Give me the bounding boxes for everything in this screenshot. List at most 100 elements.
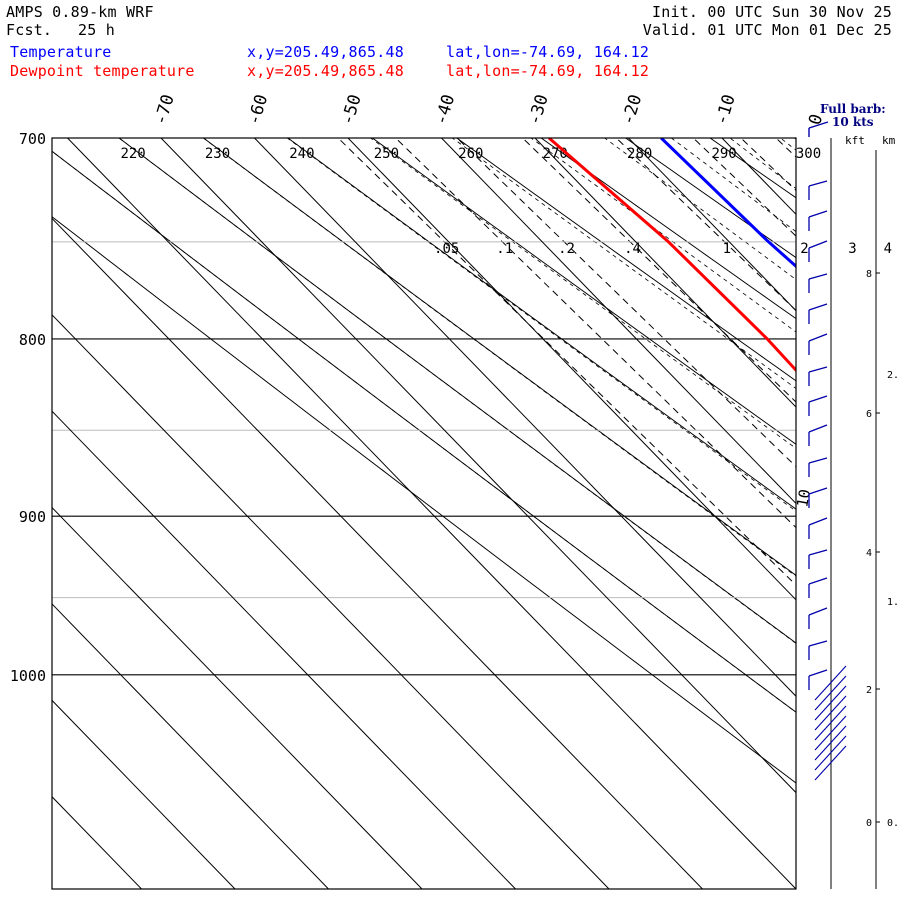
theta-e-line <box>530 138 796 333</box>
isotherm-line <box>52 699 236 889</box>
mixing-ratio-label: 2 <box>800 241 808 257</box>
theta-e-line <box>604 138 796 281</box>
theta-e-line <box>763 90 900 898</box>
wind-barb-lowlevel <box>814 695 847 731</box>
kft-axis-label: kft <box>845 134 865 147</box>
isotherm-line <box>347 138 796 601</box>
forecast-hour: 25 h <box>78 21 115 39</box>
wind-barb-lowlevel <box>814 735 847 771</box>
isotherm-line <box>52 603 329 889</box>
theta-e-line <box>52 150 796 713</box>
dry-adiabat-line <box>809 90 900 900</box>
isotherm-line <box>52 217 703 889</box>
wind-barb <box>808 577 828 598</box>
mixing-ratio-line <box>692 138 796 237</box>
isotherm-line <box>254 138 796 697</box>
mixing-ratio-label: 4 <box>884 241 892 257</box>
dry-adiabat-line <box>287 138 796 510</box>
theta-label: 240 <box>289 146 314 162</box>
isotherm-line <box>441 138 796 505</box>
dry-adiabat-line <box>709 138 796 199</box>
legend-dewpoint-latlon: lat,lon=-74.69, 164.12 <box>446 62 650 80</box>
theta-e-line <box>670 138 796 233</box>
isotherm-line <box>721 138 796 216</box>
theta-label: 280 <box>627 146 652 162</box>
mixing-ratio-line <box>521 138 796 403</box>
valid-time: Valid. 01 UTC Mon 01 Dec 25 <box>642 21 892 39</box>
wind-barb-lowlevel <box>814 745 847 781</box>
theta-e-line <box>451 138 796 389</box>
wind-barb <box>808 640 828 660</box>
theta-label: 300 <box>796 146 821 162</box>
mixing-ratio-label: 1 <box>723 241 731 257</box>
plot-frame <box>51 137 797 890</box>
temperature-tick-label: -50 <box>338 92 366 127</box>
init-time: Init. 00 UTC Sun 30 Nov 25 <box>652 3 892 21</box>
legend-temperature-label: Temperature <box>10 43 112 61</box>
mixing-ratio-label: 3 <box>848 241 856 257</box>
wind-barb <box>808 210 828 231</box>
theta-label: 250 <box>374 146 399 162</box>
wind-barb-lowlevel <box>814 665 847 701</box>
wind-barb <box>808 180 828 200</box>
model-title: AMPS 0.89-km WRF <box>6 3 154 21</box>
wind-barb <box>808 517 828 539</box>
dry-adiabat-line <box>540 138 796 320</box>
wind-barb-lowlevel <box>814 705 847 741</box>
theta-e-line <box>118 138 796 644</box>
pressure-tick-label: 800 <box>19 331 46 349</box>
pressure-tick-label: 700 <box>19 130 46 148</box>
isotherm-line <box>67 138 796 889</box>
theta-e-line <box>729 138 796 190</box>
temperature-tick-label: -60 <box>244 92 272 127</box>
mixing-ratio-line <box>337 138 796 586</box>
theta-e-line <box>369 138 796 449</box>
isotherm-line <box>160 138 796 794</box>
kft-tick-label: 2 <box>866 685 872 696</box>
mixing-ratio-label: .05 <box>434 241 459 257</box>
mixing-ratio-label: .1 <box>496 241 513 257</box>
mixing-ratio-label: .2 <box>558 241 575 257</box>
km-axis-label: km <box>882 134 896 147</box>
forecast-label: Fcst. <box>6 21 53 39</box>
dry-adiabat-line <box>455 138 796 382</box>
isotherm-line <box>534 138 796 408</box>
wind-barb <box>808 669 828 690</box>
isotherm-line <box>52 410 516 889</box>
wind-barb <box>808 240 828 262</box>
dry-adiabat-line <box>371 138 796 445</box>
mixing-ratio-label: .4 <box>624 241 641 257</box>
temperature-tick-label: -30 <box>525 92 553 127</box>
isotherm-line <box>52 506 423 889</box>
dry-adiabat-line <box>52 150 796 713</box>
legend-dewpoint-label: Dewpoint temperature <box>10 62 195 80</box>
theta-e-line <box>286 138 796 512</box>
barb-key-line1: Full barb: <box>820 102 886 116</box>
mixing-ratio-line <box>615 138 796 312</box>
temperature-tick-label: -10 <box>712 92 740 127</box>
barb-key-sample <box>808 121 829 137</box>
pressure-tick-label: 1000 <box>10 667 46 685</box>
km-tick-label: 2. <box>887 370 899 381</box>
dry-adiabat-line <box>202 138 796 576</box>
km-tick-label: 0. <box>887 818 899 829</box>
isotherm-line <box>628 138 796 312</box>
kft-tick-label: 4 <box>866 548 872 559</box>
legend-temperature-xy: x,y=205.49,865.48 <box>247 43 404 61</box>
wind-barb <box>808 273 828 293</box>
wind-barb <box>808 303 828 324</box>
temperature-tick-label: -70 <box>151 92 179 127</box>
theta-label: 270 <box>543 146 568 162</box>
theta-label: 290 <box>711 146 736 162</box>
dewpoint-profile-line <box>548 138 796 373</box>
isotherm-line <box>52 314 610 889</box>
dry-adiabat-line <box>892 90 900 900</box>
wind-barb <box>808 366 828 386</box>
temperature-tick-label: -40 <box>431 92 459 127</box>
mixing-ratio-line <box>456 138 796 468</box>
theta-e-line <box>801 90 900 898</box>
legend-temperature-latlon: lat,lon=-74.69, 164.12 <box>446 43 650 61</box>
wind-barb <box>808 607 828 629</box>
legend-dewpoint-xy: x,y=205.49,865.48 <box>247 62 404 80</box>
wind-barb <box>808 457 828 477</box>
